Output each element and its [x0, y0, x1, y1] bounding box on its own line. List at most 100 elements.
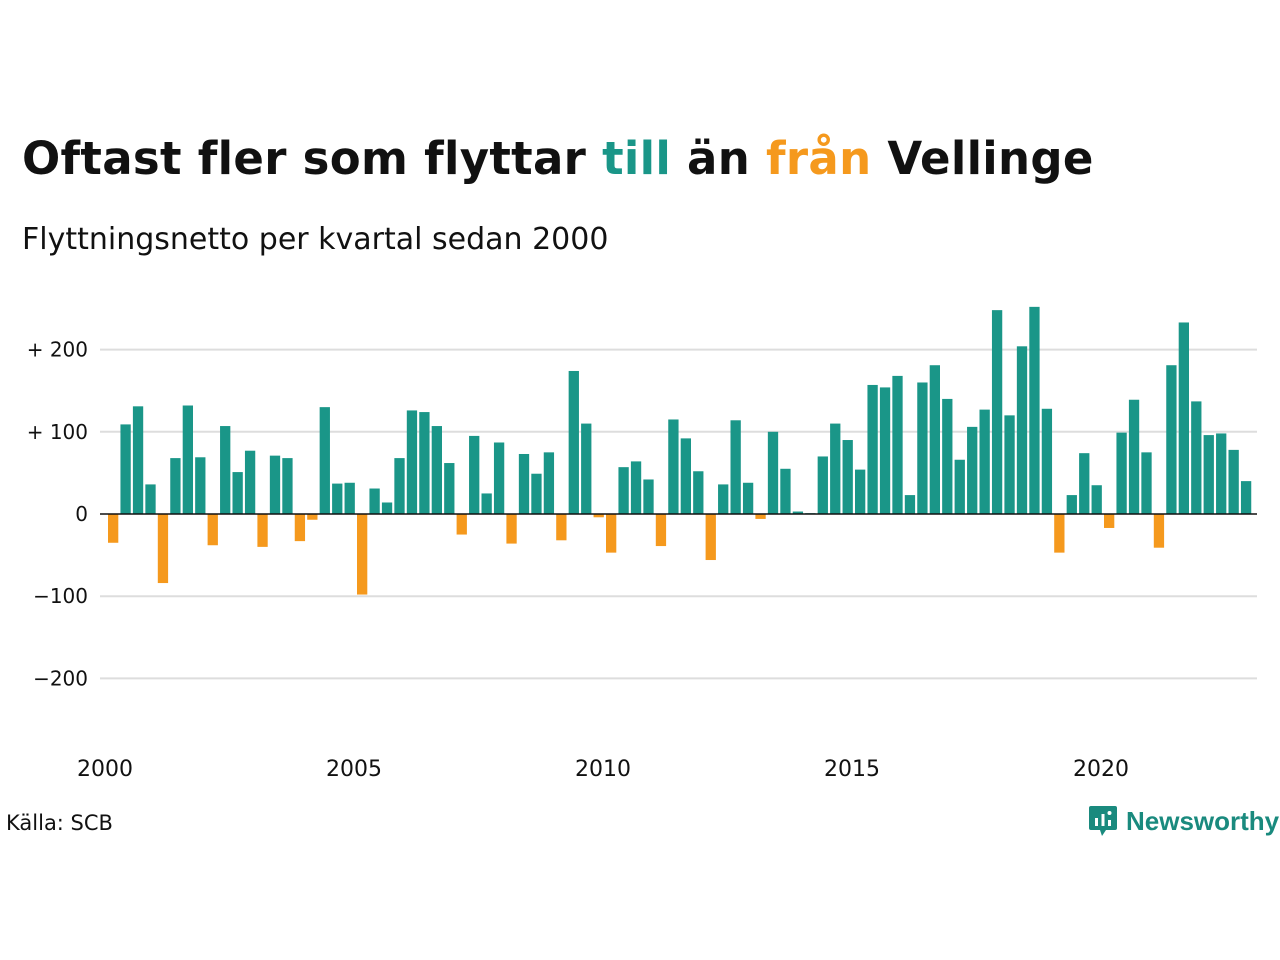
bar: [444, 463, 455, 514]
bar: [344, 482, 355, 514]
bar: [220, 426, 231, 514]
y-tick-label: 0: [75, 502, 88, 526]
source-note: Källa: SCB: [6, 811, 113, 835]
title-part-1: Oftast fler som flyttar: [22, 132, 603, 185]
bar: [1066, 495, 1077, 514]
bar: [369, 488, 380, 514]
bar: [469, 435, 480, 514]
bar: [294, 514, 306, 542]
bar: [419, 412, 430, 514]
bar: [630, 461, 642, 514]
bar: [456, 514, 467, 535]
bar: [1116, 432, 1127, 514]
bar: [506, 514, 517, 544]
x-tick-label: 2020: [1073, 757, 1129, 782]
bar: [431, 426, 442, 514]
grid-lines: [100, 348, 1257, 680]
bar: [244, 450, 256, 514]
bar: [1166, 365, 1177, 514]
bar: [855, 469, 866, 514]
bar: [1079, 453, 1090, 514]
bar: [108, 514, 119, 543]
brand-logo: Newsworthy: [1088, 804, 1279, 838]
bar: [406, 410, 418, 514]
bar: [568, 370, 579, 514]
bar: [195, 457, 206, 514]
brand-name: Newsworthy: [1126, 805, 1280, 836]
bar: [531, 473, 542, 514]
bar: [543, 452, 555, 514]
bar: [693, 471, 704, 514]
chart-title: Oftast fler som flyttar till än från Vel…: [22, 132, 1094, 185]
y-tick-label: + 200: [27, 338, 88, 362]
bar-chart: + 200 + 100 0 −100 −200 2000 2005 2010 2015 2020: [27, 306, 1257, 782]
bar: [556, 514, 567, 541]
bar: [518, 453, 530, 514]
bar: [967, 426, 978, 514]
bar: [954, 459, 965, 514]
bar: [132, 406, 144, 514]
bar: [157, 514, 169, 584]
bar: [182, 405, 193, 514]
bar: [381, 502, 393, 514]
title-part-3: Vellinge: [871, 132, 1094, 185]
bar: [319, 407, 330, 514]
bar: [742, 482, 754, 514]
bars: [108, 306, 1252, 595]
bar: [991, 310, 1003, 514]
bar: [1091, 485, 1102, 514]
bar: [606, 514, 617, 553]
x-tick-label: 2005: [326, 757, 382, 782]
bar: [618, 467, 629, 514]
bar: [1104, 514, 1115, 528]
bar: [1240, 481, 1252, 514]
bar: [655, 514, 667, 547]
bar: [830, 423, 841, 514]
title-part-2: än: [671, 132, 767, 185]
bar: [1153, 514, 1165, 548]
bar: [730, 420, 741, 514]
bar: [904, 495, 916, 514]
bar: [593, 514, 604, 518]
y-tick-label: + 100: [27, 420, 88, 444]
bar: [170, 458, 181, 514]
bar: [1016, 346, 1028, 514]
bar: [1029, 306, 1040, 514]
bar: [257, 514, 268, 547]
bar: [842, 440, 853, 514]
bar: [755, 514, 766, 519]
bar: [780, 468, 791, 514]
title-out-word: från: [766, 132, 872, 185]
bar: [1216, 433, 1227, 514]
bar: [1128, 399, 1140, 514]
bar: [892, 375, 903, 514]
bar: [269, 455, 281, 514]
y-tick-label: −200: [33, 666, 88, 690]
bar: [481, 493, 492, 514]
bar: [282, 458, 293, 514]
bar: [942, 398, 953, 514]
bar: [643, 479, 654, 514]
bar: [207, 514, 218, 546]
bar: [145, 484, 156, 514]
bar: [668, 419, 679, 514]
bar: [232, 472, 243, 514]
bar: [680, 438, 691, 514]
x-axis-ticks: 2000 2005 2010 2015 2020: [77, 757, 1129, 782]
bar: [1054, 514, 1065, 553]
bar: [1203, 435, 1214, 514]
bar: [979, 409, 990, 514]
bar: [917, 382, 928, 514]
title-in-word: till: [602, 132, 672, 185]
newsworthy-logo-icon: [1089, 806, 1117, 836]
bar: [1004, 415, 1015, 514]
bar: [792, 511, 804, 514]
bar: [1178, 322, 1189, 514]
bar: [120, 424, 131, 514]
bar: [493, 442, 505, 514]
bar: [581, 423, 592, 514]
bar: [1041, 408, 1053, 514]
bar: [332, 483, 343, 514]
y-axis-ticks: + 200 + 100 0 −100 −200: [27, 338, 88, 691]
bar: [767, 431, 779, 514]
